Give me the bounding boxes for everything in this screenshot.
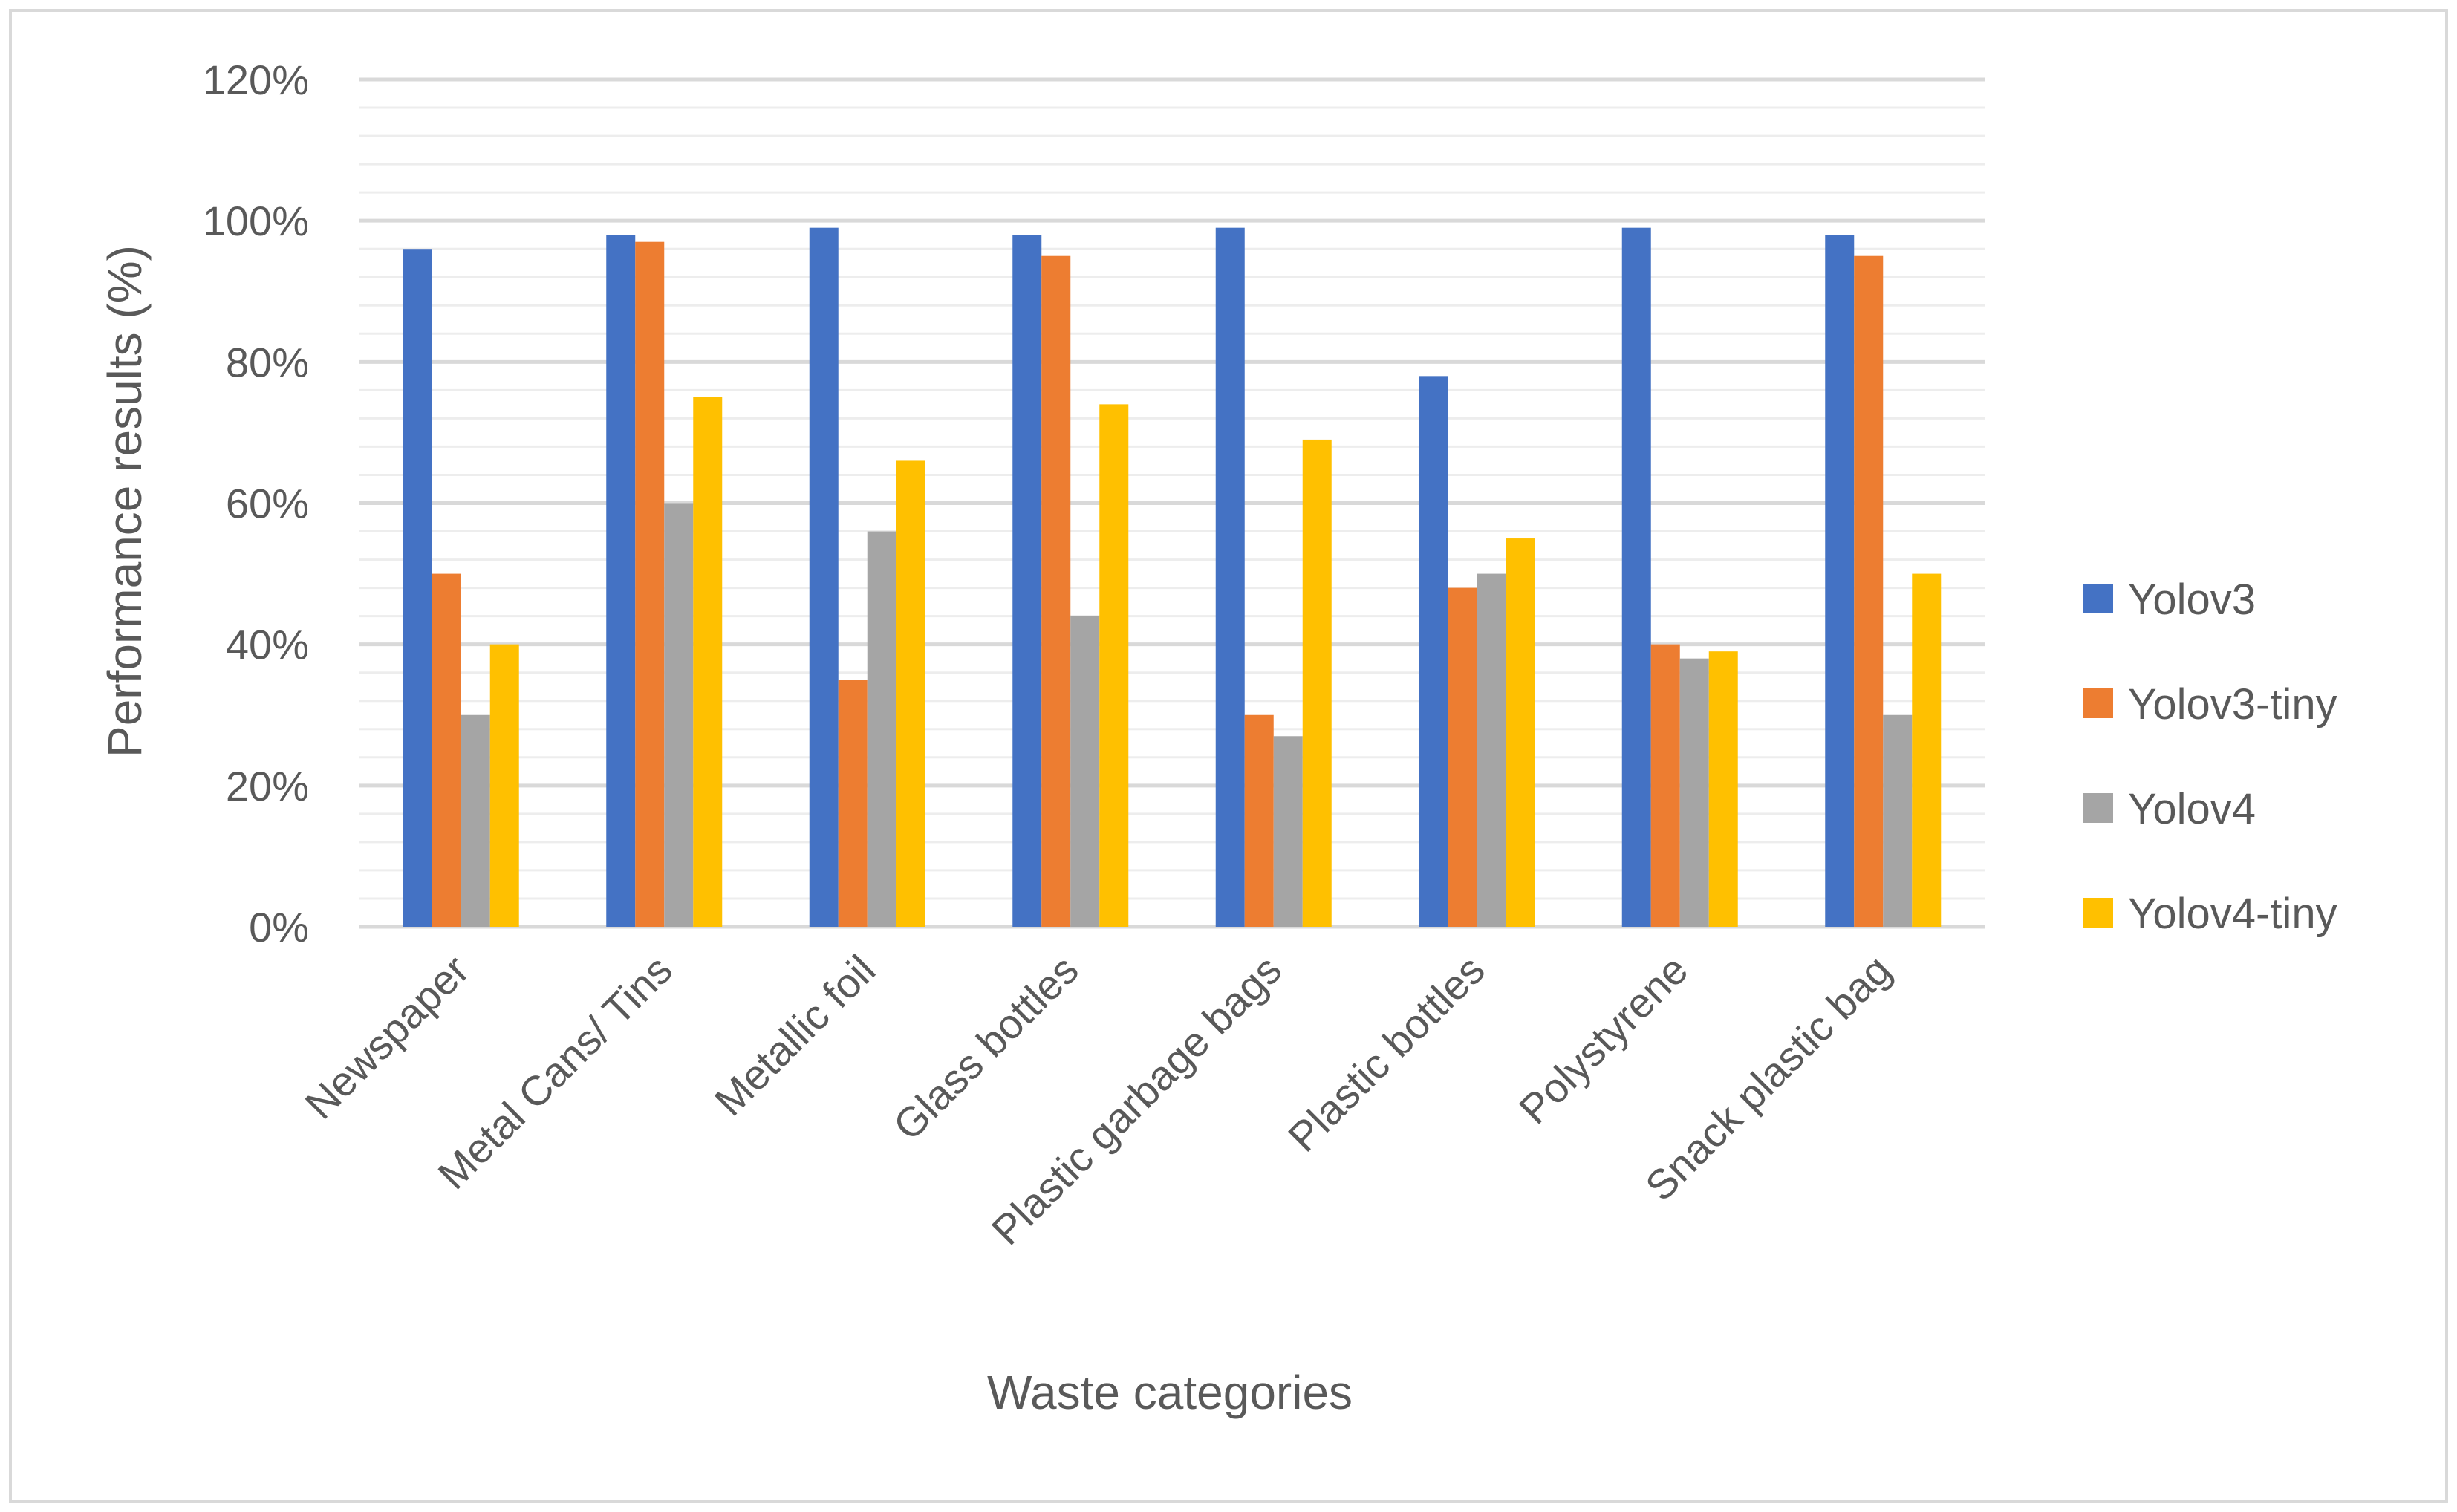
x-tick-label: Glass bottles xyxy=(884,946,1087,1149)
y-tick-label: 0% xyxy=(249,904,309,951)
bar-yolov4-tiny-1 xyxy=(693,397,723,927)
bar-yolov3-tiny-0 xyxy=(432,573,461,927)
y-tick-label: 120% xyxy=(203,56,309,103)
legend-label: Yolov3 xyxy=(2128,576,2256,624)
legend: Yolov3 Yolov3-tiny Yolov4 Yolov4-tiny xyxy=(2083,576,2337,938)
bar-yolov3-0 xyxy=(403,249,432,927)
bar-yolov4-tiny-2 xyxy=(896,460,925,927)
y-tick-label: 60% xyxy=(226,480,309,527)
bars xyxy=(403,227,1942,928)
bar-yolov4-tiny-5 xyxy=(1506,538,1535,927)
x-tick-label: Metallic foil xyxy=(706,946,884,1124)
bar-yolov3-1 xyxy=(606,235,636,927)
legend-label: Yolov3-tiny xyxy=(2128,680,2337,729)
bar-yolov4-7 xyxy=(1883,714,1913,927)
bar-yolov4-tiny-4 xyxy=(1302,439,1332,927)
y-axis-title: Performance results (%) xyxy=(98,245,152,757)
bar-yolov3-tiny-4 xyxy=(1244,714,1274,927)
bar-yolov4-5 xyxy=(1477,573,1506,927)
legend-swatch xyxy=(2083,688,2113,718)
bar-yolov3-3 xyxy=(1012,235,1042,927)
bar-yolov3-tiny-1 xyxy=(635,241,665,928)
y-tick-label: 80% xyxy=(226,339,309,385)
bar-yolov4-6 xyxy=(1679,658,1709,927)
legend-swatch xyxy=(2083,584,2113,613)
bar-yolov4-tiny-6 xyxy=(1708,651,1738,927)
y-tick-label: 40% xyxy=(226,622,309,668)
x-tick-label: Polystyrene xyxy=(1510,946,1696,1133)
bar-yolov3-tiny-6 xyxy=(1650,644,1680,927)
legend-swatch xyxy=(2083,793,2113,823)
legend-swatch xyxy=(2083,898,2113,928)
bar-yolov4-1 xyxy=(664,503,694,927)
legend-label: Yolov4-tiny xyxy=(2128,890,2337,938)
bar-yolov4-4 xyxy=(1273,736,1303,927)
bar-yolov4-tiny-7 xyxy=(1912,573,1942,927)
y-tick-label: 100% xyxy=(203,198,309,244)
bar-yolov4-2 xyxy=(867,531,896,927)
bar-yolov3-6 xyxy=(1621,227,1651,927)
bar-yolov4-0 xyxy=(461,714,490,927)
bar-yolov3-tiny-7 xyxy=(1854,255,1884,927)
legend-label: Yolov4 xyxy=(2128,785,2256,833)
bar-yolov3-2 xyxy=(809,227,839,927)
x-tick-label: Newspaper xyxy=(296,946,478,1128)
y-axis-ticks: 0% 20% 40% 60% 80% 100% 120% xyxy=(203,56,309,951)
bar-yolov4-tiny-3 xyxy=(1099,404,1129,927)
bar-yolov3-tiny-3 xyxy=(1041,255,1071,927)
x-axis-title: Waste categories xyxy=(987,1366,1353,1419)
bar-yolov3-tiny-5 xyxy=(1448,587,1477,927)
bar-yolov3-5 xyxy=(1419,376,1448,928)
bar-yolov3-4 xyxy=(1215,227,1245,927)
bar-yolov4-3 xyxy=(1070,616,1100,927)
bar-yolov4-tiny-0 xyxy=(489,644,519,927)
bar-yolov3-7 xyxy=(1825,235,1855,927)
y-tick-label: 20% xyxy=(226,763,309,809)
grid xyxy=(359,77,1985,929)
x-tick-label: Plastic bottles xyxy=(1279,946,1494,1161)
bar-yolov3-tiny-2 xyxy=(838,680,868,927)
